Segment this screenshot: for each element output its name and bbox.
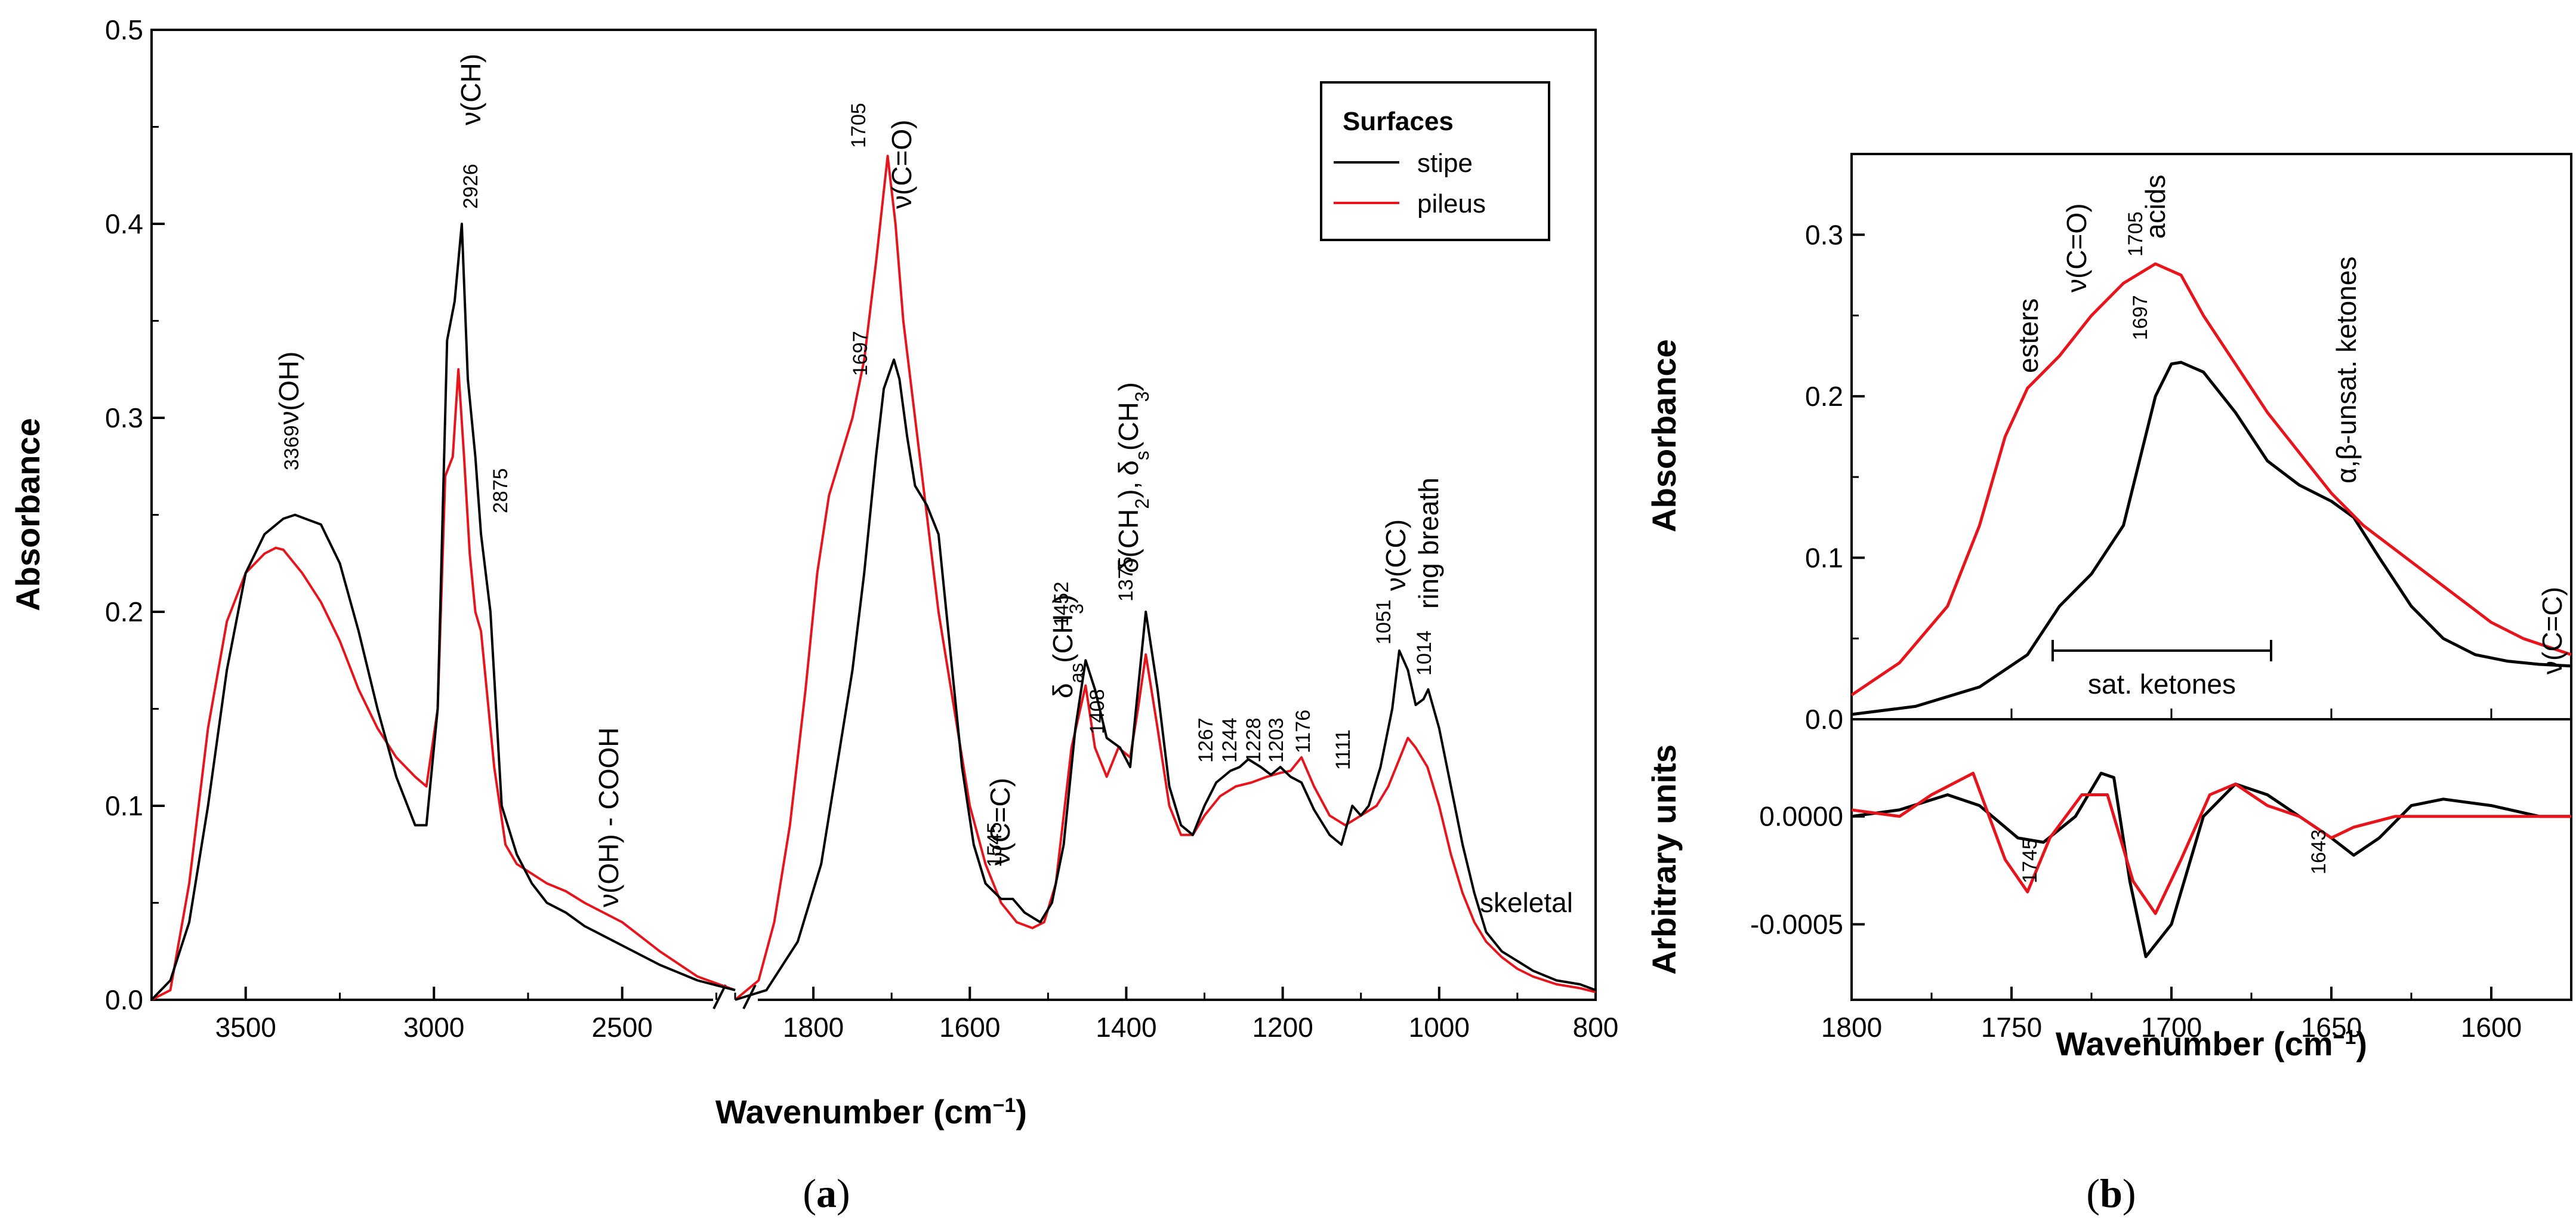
- panel-b-y-axis-label-top: Absorbance: [1645, 339, 1683, 532]
- panel-a-peak-labels: 3369 2926 2875 1705 1697 1545 1452 1408 1375 1267…: [280, 103, 1436, 867]
- peak-label-1705: 1705: [2124, 211, 2147, 257]
- y-tick-label: 0.0: [1805, 704, 1843, 735]
- x-tick-label: 1750: [1981, 1012, 2042, 1043]
- series-stipe-fingerprint: [735, 358, 1596, 1001]
- panel-b-x-axis-label: Wavenumber (cm−1): [2056, 1025, 2367, 1062]
- peak-label-1176: 1176: [1292, 710, 1315, 753]
- panel-a-y-ticks: 0.0 0.1 0.2 0.3 0.4 0.5: [105, 14, 165, 1015]
- x-tick-label: 1800: [1821, 1012, 1882, 1043]
- y-tick-label: 0.2: [1805, 381, 1843, 412]
- panel-a: 0.0 0.1 0.2 0.3 0.4 0.5 3500 3000 2500 1800 1600 1…: [9, 14, 1618, 1216]
- annotation-esters: esters: [2013, 298, 2044, 373]
- peak-label-1228: 1228: [1242, 717, 1265, 763]
- peak-label-1705: 1705: [847, 103, 870, 148]
- x-tick-label: 1400: [1096, 1012, 1156, 1043]
- series-pileus-fingerprint: [734, 155, 1596, 1001]
- x-tick-label: 3500: [215, 1012, 276, 1043]
- sat-ketones-bracket: sat. ketones: [2051, 640, 2272, 700]
- peak-label-3369: 3369: [280, 425, 303, 470]
- panel-a-caption: (a): [803, 1171, 850, 1216]
- panel-b-x-ticks: 1800 1750 1700 1650 1600: [1821, 709, 2572, 1043]
- peak-label-1051: 1051: [1372, 599, 1395, 645]
- peak-label-1111: 1111: [1332, 729, 1355, 770]
- peak-label-1408: 1408: [1086, 689, 1109, 734]
- x-tick-label: 1000: [1409, 1012, 1470, 1043]
- legend-label-pileus: pileus: [1417, 189, 1486, 218]
- y-tick-label: 0.0: [105, 984, 143, 1015]
- y-tick-label: 0.1: [105, 790, 143, 821]
- peak-label-1545: 1545: [983, 822, 1006, 867]
- x-tick-label: 1800: [783, 1012, 844, 1043]
- series-pileus-absorbance: [1850, 262, 2572, 697]
- peak-label-1643: 1643: [2307, 829, 2330, 874]
- x-tick-label: 800: [1573, 1012, 1619, 1043]
- x-tick-label: 2500: [592, 1012, 653, 1043]
- series-pileus-high-wavenumber: [151, 368, 736, 1001]
- legend: Surfaces stipe pileus: [1320, 81, 1550, 241]
- peak-label-1267: 1267: [1195, 717, 1217, 763]
- annotation-ring-breath: ring breath: [1413, 478, 1444, 609]
- peak-label-1452: 1452: [1050, 581, 1073, 627]
- y-tick-label: 0.2: [105, 596, 143, 627]
- series-pileus-second-derivative: [1851, 771, 2571, 915]
- peak-label-1697: 1697: [849, 331, 872, 376]
- y-tick-label: 0.3: [105, 402, 143, 433]
- x-tick-label: 1700: [2141, 1012, 2202, 1043]
- y-tick-label: 0.3: [1805, 219, 1843, 250]
- peak-label-1375: 1375: [1115, 556, 1137, 602]
- peak-label-1745: 1745: [2019, 838, 2041, 883]
- x-tick-label: 3000: [403, 1012, 464, 1043]
- y-tick-label: 0.5: [105, 14, 143, 45]
- peak-label-1203: 1203: [1265, 717, 1288, 763]
- panel-b-bottom-frame: [1850, 718, 2572, 1001]
- panel-a-curves: [150, 155, 1596, 1001]
- annotation-nu-cc: ν(CC): [1380, 519, 1411, 591]
- annotation-delta-ch2-delta-s-ch3: δ(CH2),δs(CH3): [1113, 382, 1153, 573]
- series-stipe-high-wavenumber: [150, 223, 736, 1001]
- annotation-b-nu-c-double-c: ν(C=C): [2537, 587, 2568, 674]
- annotation-sat-ketones: sat. ketones: [2088, 669, 2236, 700]
- panel-b-y-axis-label-bottom: Arbitrary units: [1645, 744, 1683, 975]
- axis-break-mark: [742, 984, 757, 1009]
- peak-label-2875: 2875: [489, 468, 512, 513]
- annotation-nu-oh: ν(OH): [273, 352, 304, 425]
- annotation-nu-c-double-c: ν(C=C): [985, 778, 1016, 866]
- x-tick-label: 1600: [2461, 1012, 2522, 1043]
- panel-a-x-axis-label: Wavenumber (cm−1): [715, 1093, 1027, 1131]
- panel-a-x-ticks: 3500 3000 2500 1800 1600 1400 1200 1000 800: [215, 987, 1619, 1043]
- x-tick-label: 1200: [1252, 1012, 1313, 1043]
- y-tick-label: 0.4: [105, 208, 143, 239]
- legend-title: Surfaces: [1343, 107, 1454, 136]
- annotation-nu-oh-cooh: ν(OH) - COOH: [593, 727, 624, 907]
- legend-label-stipe: stipe: [1417, 149, 1473, 178]
- panel-a-y-axis-label: Absorbance: [9, 418, 47, 611]
- panel-b: 0.0 0.1 0.2 0.3 0.0000 -0.0005 1800 1750 1700 16…: [1645, 153, 2572, 1216]
- y-tick-label: 0.1: [1805, 542, 1843, 573]
- annotation-acids: acids: [2140, 175, 2171, 239]
- peak-label-1697: 1697: [2129, 295, 2152, 340]
- series-stipe-second-derivative: [1851, 771, 2571, 959]
- peak-label-1014: 1014: [1413, 630, 1436, 676]
- panel-b-peak-labels: 1705 1697 1745 1643: [2019, 211, 2330, 883]
- peak-label-2926: 2926: [459, 164, 482, 209]
- annotation-nu-co: ν(C=O): [886, 120, 917, 210]
- annotation-b-nu-co: ν(C=O): [2061, 204, 2092, 293]
- panel-b-caption: (b): [2086, 1171, 2136, 1216]
- panel-b-curves: [1850, 262, 2572, 959]
- peak-label-1244: 1244: [1218, 717, 1241, 763]
- panel-b-top-frame: [1850, 153, 2572, 720]
- series-stipe-absorbance: [1851, 361, 2572, 716]
- x-tick-label: 1600: [939, 1012, 1000, 1043]
- x-tick-label: 1650: [2301, 1012, 2362, 1043]
- panel-b-y-ticks: 0.0 0.1 0.2 0.3 0.0000 -0.0005: [1750, 219, 1865, 940]
- annotation-delta-as-ch3: δas(CH3): [1047, 595, 1087, 698]
- annotation-skeletal: skeletal: [1480, 887, 1573, 918]
- y-tick-label: 0.0000: [1759, 801, 1843, 832]
- annotation-unsat-ketones: α,β-unsat. ketones: [2331, 257, 2362, 483]
- annotation-nu-ch: ν(CH): [455, 54, 486, 125]
- axis-break-mark: [712, 984, 727, 1009]
- y-tick-label: -0.0005: [1750, 908, 1843, 940]
